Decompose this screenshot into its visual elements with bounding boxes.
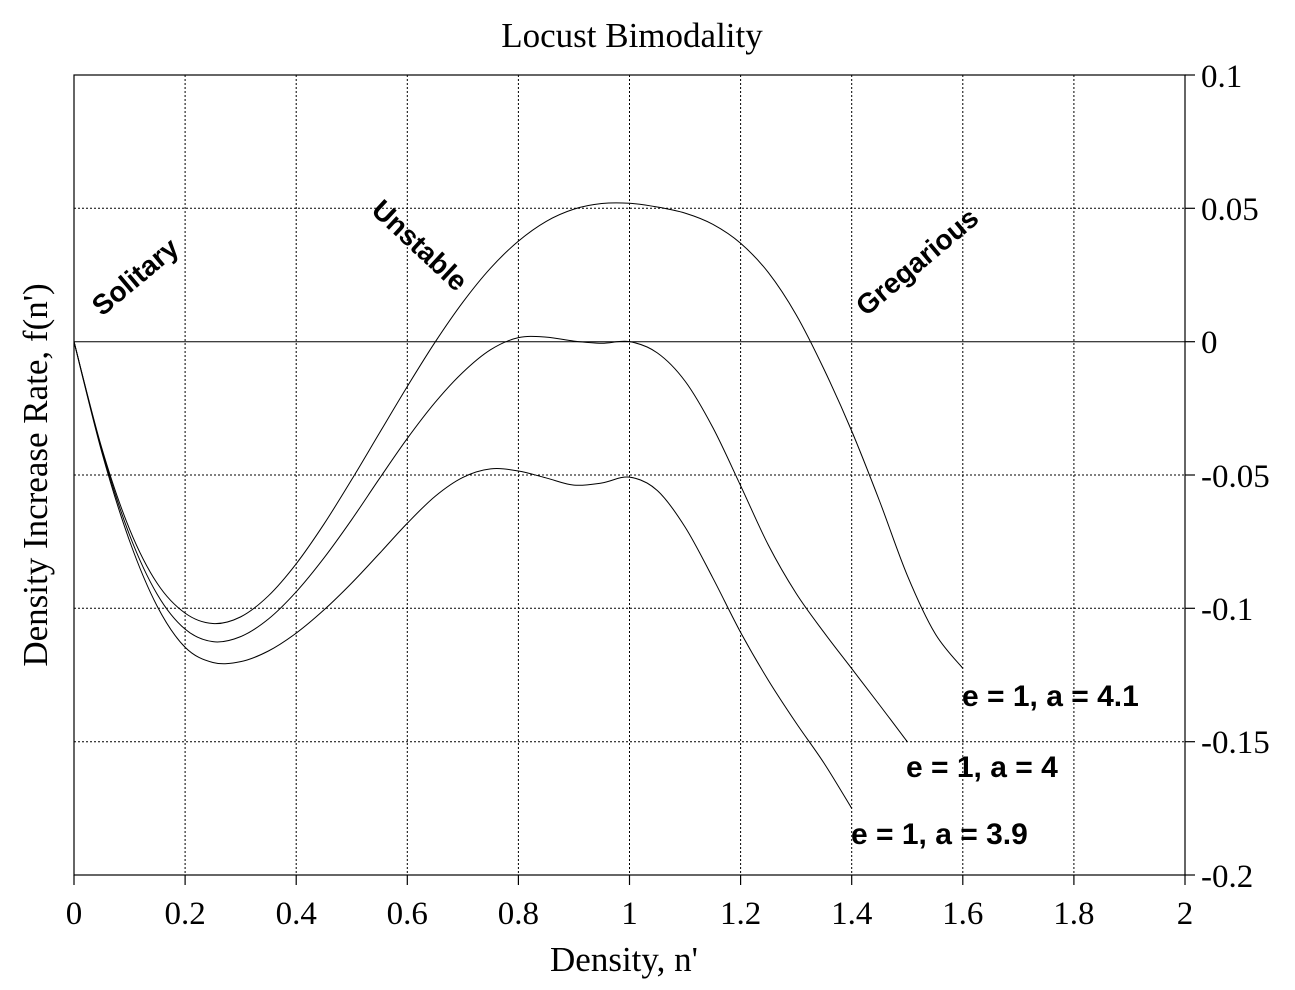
x-tick-label: 1.2 xyxy=(720,896,761,932)
x-tick-label: 1.8 xyxy=(1053,896,1094,932)
annotation-solitary: Solitary xyxy=(86,232,185,322)
y-ticks xyxy=(1185,74,1195,876)
x-ticks xyxy=(73,875,1186,885)
y-tick-label: -0.1 xyxy=(1201,592,1253,628)
y-tick-label: 0.05 xyxy=(1201,192,1259,228)
series-label-a-4.1: e = 1, a = 4.1 xyxy=(962,680,1139,713)
x-axis-label: Density, n' xyxy=(550,940,698,979)
series-line-2 xyxy=(73,341,853,809)
y-tick-label: -0.2 xyxy=(1201,859,1253,895)
y-tick-label: 0 xyxy=(1201,325,1218,361)
grid-lines xyxy=(74,75,1185,875)
series-label-a-3.9: e = 1, a = 3.9 xyxy=(851,818,1028,851)
x-tick-label: 0.4 xyxy=(276,896,317,932)
x-tick-label: 1 xyxy=(621,896,638,932)
series-labels: e = 1, a = 4.1 e = 1, a = 4 e = 1, a = 3… xyxy=(851,680,1139,851)
annotation-gregarious: Gregarious xyxy=(850,202,984,322)
x-tick-label: 1.4 xyxy=(831,896,872,932)
x-tick-labels: 0 0.2 0.4 0.6 0.8 1 1.2 1.4 1.6 1.8 2 xyxy=(66,896,1194,932)
series-line-0 xyxy=(73,202,964,669)
x-tick-label: 0.8 xyxy=(498,896,539,932)
y-tick-label: 0.1 xyxy=(1201,59,1242,95)
y-tick-label: -0.05 xyxy=(1201,459,1270,495)
x-tick-label: 0.6 xyxy=(387,896,428,932)
x-tick-label: 1.6 xyxy=(942,896,983,932)
annotation-unstable: Unstable xyxy=(366,194,474,297)
y-tick-label: -0.15 xyxy=(1201,725,1270,761)
series-label-a-4: e = 1, a = 4 xyxy=(906,751,1058,784)
x-tick-label: 2 xyxy=(1177,896,1194,932)
series-lines xyxy=(73,202,964,809)
chart-title: Locust Bimodality xyxy=(501,16,763,55)
y-axis-label: Density Increase Rate, f(n') xyxy=(16,283,55,666)
y-tick-labels: 0.1 0.05 0 -0.05 -0.1 -0.15 -0.2 xyxy=(1201,59,1270,895)
series-line-1 xyxy=(73,335,908,742)
x-tick-label: 0.2 xyxy=(164,896,205,932)
x-tick-label: 0 xyxy=(66,896,83,932)
